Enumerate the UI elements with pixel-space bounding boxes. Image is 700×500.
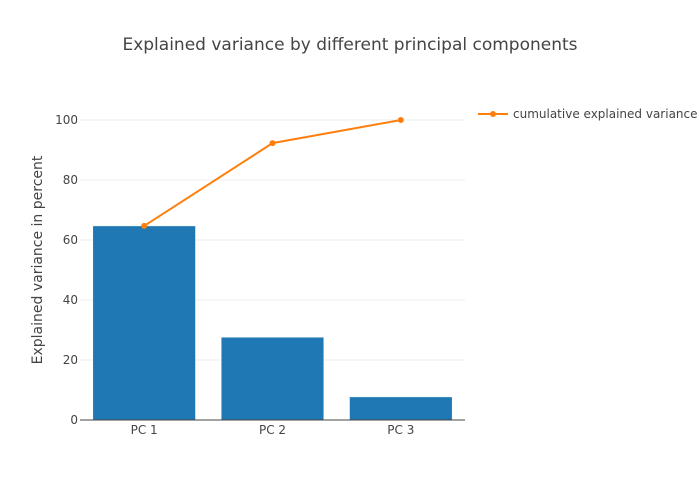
legend-marker-icon bbox=[490, 111, 496, 117]
cumulative-point[interactable] bbox=[141, 222, 148, 229]
legend-label: cumulative explained variance bbox=[513, 107, 698, 121]
bar-pc2[interactable] bbox=[220, 336, 325, 421]
y-tick-label: 0 bbox=[70, 413, 78, 427]
y-axis-label: Explained variance in percent bbox=[30, 155, 46, 364]
cumulative-point[interactable] bbox=[397, 117, 404, 124]
chart-title: Explained variance by different principa… bbox=[122, 35, 577, 55]
cumulative-point[interactable] bbox=[269, 140, 276, 147]
cumulative-line bbox=[143, 119, 402, 227]
y-tick-label: 60 bbox=[63, 233, 78, 247]
y-tick-label: 40 bbox=[63, 293, 78, 307]
x-tick-label: PC 3 bbox=[387, 423, 414, 437]
bar-pc3[interactable] bbox=[349, 396, 453, 421]
y-tick-label: 20 bbox=[63, 353, 78, 367]
x-tick-label: PC 2 bbox=[259, 423, 286, 437]
y-tick-label: 100 bbox=[55, 113, 78, 127]
bar-pc1[interactable] bbox=[92, 225, 196, 421]
y-tick-label: 80 bbox=[63, 173, 78, 187]
x-tick-label: PC 1 bbox=[131, 423, 158, 437]
legend[interactable]: cumulative explained variance bbox=[478, 107, 698, 121]
